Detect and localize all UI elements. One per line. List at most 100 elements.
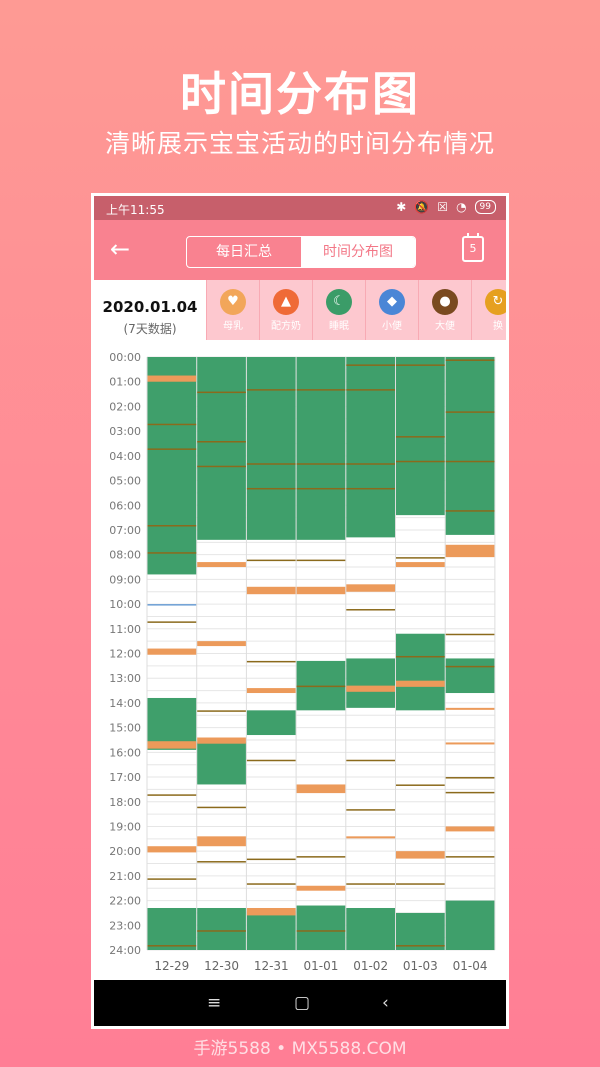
poop-mark [246, 759, 296, 762]
poop-mark [246, 389, 296, 391]
category-poop[interactable]: ● 大便 [418, 280, 471, 340]
sleep-block [296, 905, 346, 950]
feed-mark [296, 586, 346, 595]
poop-mark [346, 389, 395, 391]
poop-mark [246, 883, 296, 885]
y-tick-label: 22:00 [109, 895, 141, 908]
poop-mark [147, 878, 197, 880]
date-summary[interactable]: 2020.01.04 (7天数据) [94, 280, 206, 340]
poop-mark [296, 389, 346, 391]
tab-time-distribution[interactable]: 时间分布图 [301, 237, 415, 267]
poop-mark [296, 487, 346, 490]
poop-mark [246, 559, 296, 562]
pee-mark [147, 604, 197, 606]
selected-date: 2020.01.04 [102, 298, 198, 316]
poop-mark [445, 791, 495, 794]
y-tick-label: 20:00 [109, 845, 141, 858]
category-breast[interactable]: ♥ 母乳 [206, 280, 259, 340]
chart-svg: 00:00 01:00 02:00 03:00 04:00 05:00 06:00 07:00… [109, 351, 496, 973]
home-icon[interactable]: ▢ [294, 993, 311, 1013]
y-tick-label: 07:00 [109, 524, 141, 537]
y-tick-label: 14:00 [109, 697, 141, 710]
poop-mark [147, 423, 197, 426]
wifi-icon: ◔ [456, 200, 467, 214]
poop-mark [346, 463, 395, 465]
change-icon: ↻ [485, 289, 506, 315]
sleep-block [197, 357, 246, 540]
bottle-icon: ▲ [273, 289, 299, 315]
feed-mark [445, 742, 495, 745]
poop-mark [396, 364, 445, 366]
poop-mark [346, 809, 395, 811]
x-tick-label: 01-04 [453, 959, 488, 973]
back-arrow-icon[interactable]: ← [110, 235, 131, 263]
y-tick-label: 13:00 [109, 672, 141, 685]
poop-mark [197, 710, 246, 712]
category-change[interactable]: ↻ 换 [471, 280, 506, 340]
poop-mark [246, 660, 296, 663]
poop-mark [197, 861, 246, 863]
y-tick-label: 00:00 [109, 351, 141, 364]
y-tick-label: 12:00 [109, 648, 141, 661]
category-label: 配方奶 [271, 321, 301, 332]
x-tick-label: 01-02 [353, 959, 388, 973]
poop-mark [147, 621, 197, 623]
back-nav-icon[interactable]: ‹ [382, 993, 389, 1013]
y-tick-label: 19:00 [109, 820, 141, 833]
y-tick-label: 11:00 [109, 623, 141, 636]
category-pee[interactable]: ◆ 小便 [365, 280, 418, 340]
poop-mark [445, 460, 495, 463]
tab-daily-summary[interactable]: 每日汇总 [216, 244, 272, 260]
poop-mark [296, 559, 346, 562]
menu-icon[interactable]: ≡ [207, 993, 222, 1013]
poop-mark [197, 441, 246, 443]
category-label: 母乳 [223, 321, 243, 332]
poop-mark [346, 609, 395, 611]
sleep-block [346, 907, 395, 950]
y-tick-label: 06:00 [109, 499, 141, 512]
y-tick-label: 15:00 [109, 722, 141, 735]
poop-mark [296, 856, 346, 858]
poop-mark [147, 945, 197, 947]
y-tick-label: 03:00 [109, 425, 141, 438]
y-tick-label: 21:00 [109, 870, 141, 883]
y-tick-label: 10:00 [109, 598, 141, 611]
poop-mark [147, 525, 197, 527]
moon-icon: ☾ [326, 289, 352, 315]
poop-mark [346, 883, 395, 885]
sleep-block [246, 710, 296, 736]
feed-mark [346, 584, 395, 592]
feed-mark [197, 737, 246, 744]
time-distribution-chart: 00:00 01:00 02:00 03:00 04:00 05:00 06:00 07:00… [94, 340, 506, 980]
poop-mark [396, 784, 445, 786]
calendar-icon[interactable]: 5 [462, 233, 484, 262]
category-sleep[interactable]: ☾ 睡眠 [312, 280, 365, 340]
y-tick-label: 04:00 [109, 450, 141, 463]
status-icons: ✱ 🔕 ☒ ◔ 99 [396, 200, 496, 214]
sleep-block [346, 357, 395, 538]
poop-mark [445, 510, 495, 512]
feed-mark [246, 586, 296, 595]
y-tick-label: 09:00 [109, 573, 141, 586]
sim-icon: ☒ [437, 200, 449, 214]
poop-mark [396, 655, 445, 658]
category-formula[interactable]: ▲ 配方奶 [259, 280, 312, 340]
poop-mark [147, 794, 197, 796]
category-label: 换 [493, 321, 503, 332]
feed-mark [346, 836, 395, 839]
breast-icon: ♥ [220, 289, 246, 315]
poop-mark [197, 806, 246, 809]
feed-mark [396, 851, 445, 859]
y-tick-label: 16:00 [109, 746, 141, 759]
feed-mark [346, 685, 395, 692]
feed-mark [147, 741, 197, 749]
feed-mark [246, 688, 296, 694]
feed-mark [147, 375, 197, 382]
poop-mark [445, 359, 495, 361]
promo-title: 时间分布图 [180, 67, 420, 121]
feed-mark [147, 846, 197, 853]
poop-mark [445, 777, 495, 779]
category-legend: ♥ 母乳 ▲ 配方奶 ☾ 睡眠 ◆ 小便 ● 大便 ↻ 换 [206, 280, 506, 340]
poop-mark [296, 463, 346, 465]
sleep-block [147, 907, 197, 950]
